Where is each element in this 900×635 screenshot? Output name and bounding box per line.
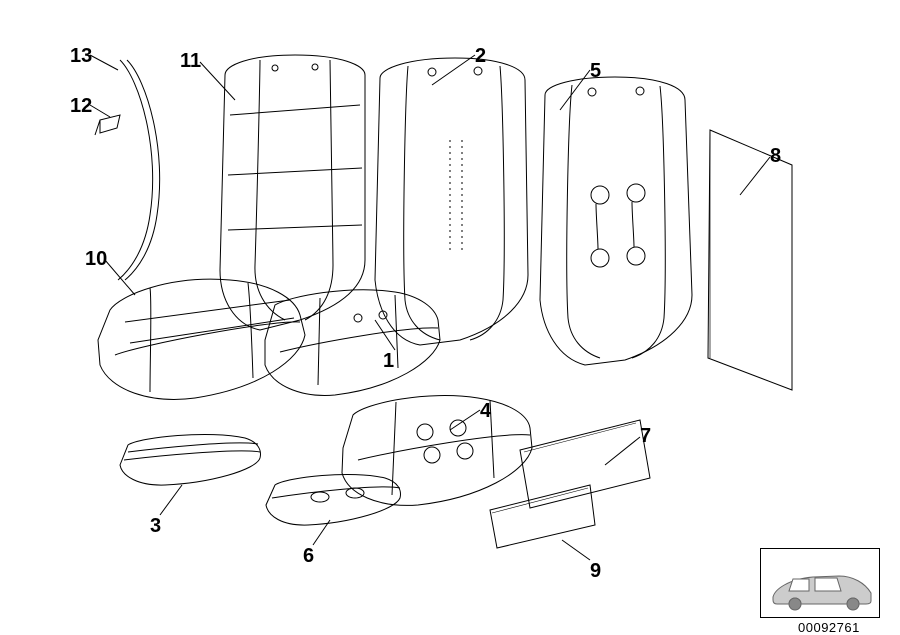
callout-12: 12 (70, 95, 92, 118)
callout-11: 11 (180, 50, 201, 73)
callout-1: 1 (383, 350, 394, 373)
callout-6: 6 (303, 545, 314, 568)
callout-4: 4 (480, 400, 491, 423)
callout-5: 5 (590, 60, 601, 83)
callout-13: 13 (70, 45, 92, 68)
callout-8: 8 (770, 145, 781, 168)
diagram-svg (0, 0, 900, 635)
callout-2: 2 (475, 45, 486, 68)
callout-9: 9 (590, 560, 601, 583)
callout-7: 7 (640, 425, 651, 448)
part-number: 00092761 (798, 620, 860, 635)
vehicle-thumbnail (760, 548, 880, 618)
callout-10: 10 (85, 248, 107, 271)
exploded-diagram: 00092761 12345678910111213 (0, 0, 900, 635)
callout-3: 3 (150, 515, 161, 538)
